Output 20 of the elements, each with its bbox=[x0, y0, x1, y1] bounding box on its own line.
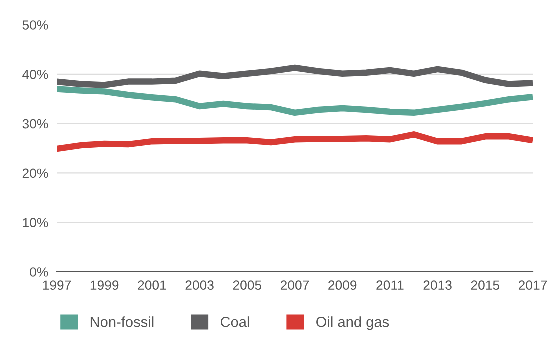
legend-label: Non-fossil bbox=[90, 316, 154, 328]
x-tick-label: 2003 bbox=[186, 280, 214, 290]
x-tick-label: 2013 bbox=[424, 280, 452, 290]
x-tick-label: 2015 bbox=[471, 280, 500, 290]
x-tick-label: 2007 bbox=[280, 280, 310, 290]
y-tick-label: 40% bbox=[22, 70, 48, 80]
y-tick-label: 30% bbox=[22, 119, 48, 129]
x-tick-label: 1997 bbox=[43, 280, 72, 290]
x-tick-label: 2001 bbox=[138, 280, 166, 290]
y-tick-label: 10% bbox=[23, 218, 48, 228]
y-tick-label: 20% bbox=[22, 168, 48, 178]
x-tick-label: 1999 bbox=[90, 280, 119, 290]
x-tick-label: 2005 bbox=[233, 280, 262, 290]
x-tick-label: 2017 bbox=[518, 280, 548, 290]
y-tick-label: 50% bbox=[22, 20, 48, 30]
x-tick-label: 2011 bbox=[376, 280, 404, 290]
legend-label: Oil and gas bbox=[316, 316, 390, 330]
y-tick-label: 0% bbox=[30, 268, 48, 277]
x-tick-label: 2009 bbox=[328, 280, 357, 290]
legend-label: Coal bbox=[220, 316, 250, 328]
